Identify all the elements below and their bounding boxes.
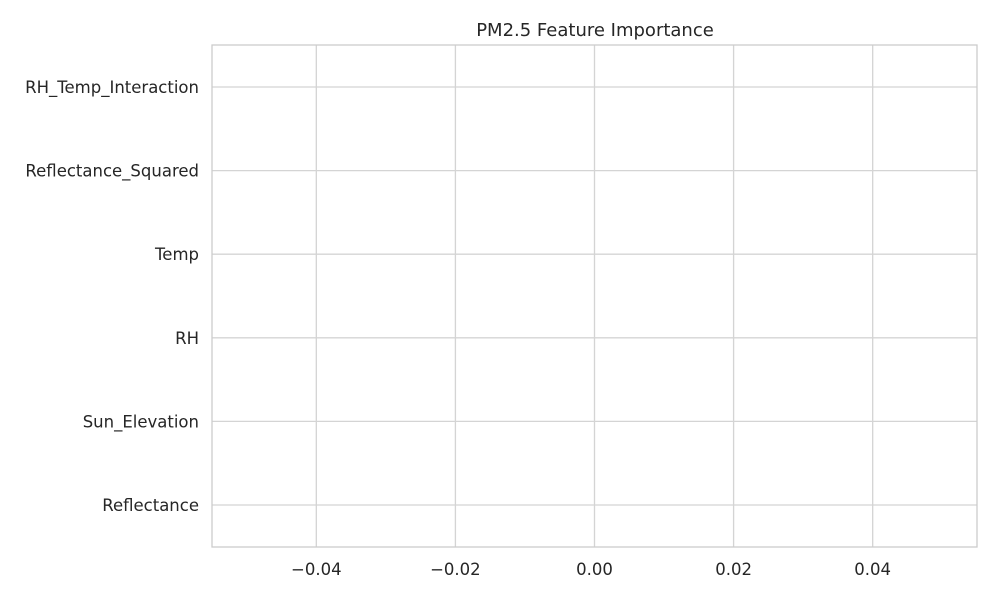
y-tick-labels: RH_Temp_Interaction Reflectance_Squared Te… — [25, 78, 199, 515]
plot-frame — [211, 44, 978, 548]
x-tick-label: 0.04 — [854, 560, 891, 579]
x-tick-labels: −0.04 −0.02 0.00 0.02 0.04 — [291, 560, 891, 579]
y-tick-label: RH_Temp_Interaction — [25, 78, 199, 98]
y-tick-label: Sun_Elevation — [83, 412, 199, 432]
y-tick-label: RH — [175, 329, 199, 348]
x-tick-label: 0.00 — [576, 560, 613, 579]
y-tick-label: Reflectance_Squared — [25, 162, 199, 182]
y-tick-label: Temp — [154, 245, 199, 264]
x-tick-label: −0.02 — [430, 560, 481, 579]
chart-title: PM2.5 Feature Importance — [476, 20, 714, 41]
grid — [212, 45, 977, 547]
x-tick-label: −0.04 — [291, 560, 342, 579]
y-tick-label: Reflectance — [102, 496, 199, 515]
x-tick-label: 0.02 — [715, 560, 752, 579]
